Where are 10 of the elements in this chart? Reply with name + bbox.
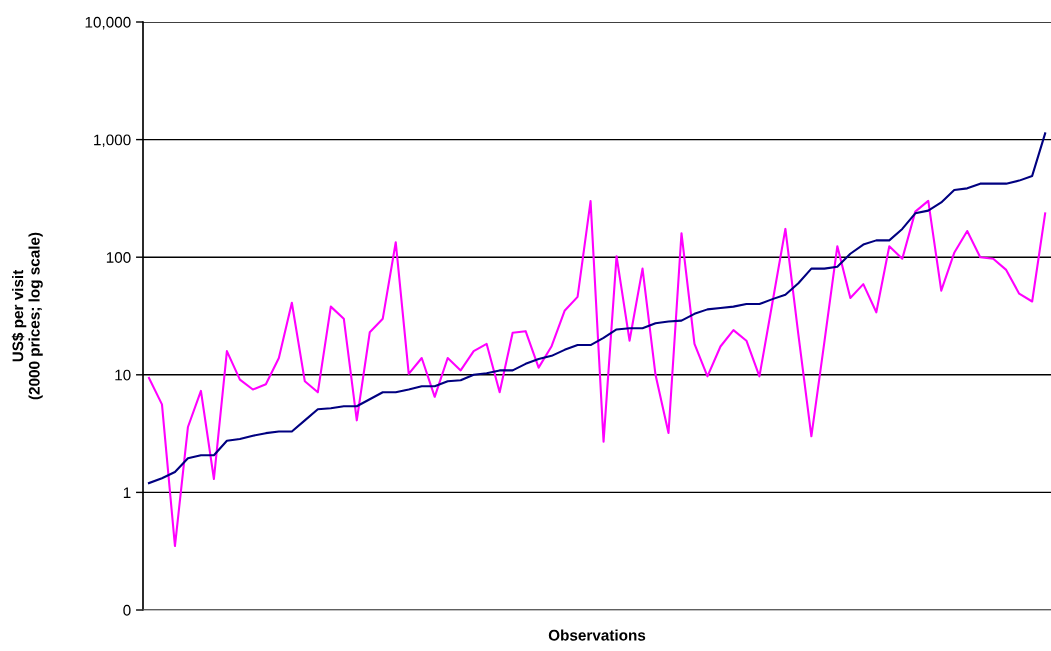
y-tick-label: 10,000: [85, 16, 131, 30]
line-series: [147, 132, 1047, 485]
y-tick-label: 1: [123, 487, 131, 498]
y-tick-label: 0: [123, 604, 131, 616]
y-tick-label: 100: [106, 252, 131, 263]
y-axis-title: US$ per visit (2000 prices; log scale): [11, 232, 43, 400]
line-series: [147, 199, 1047, 548]
y-tick-label: 10: [115, 369, 131, 381]
x-axis-title: Observations: [548, 629, 646, 641]
y-tick-label: 1,000: [94, 134, 131, 148]
